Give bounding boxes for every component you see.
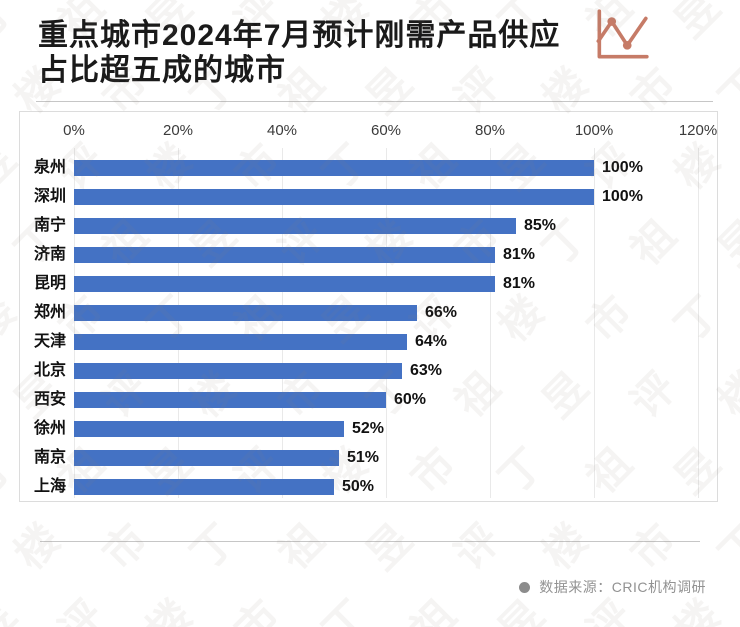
watermark-glyph: 丁 (709, 515, 740, 579)
category-label: 济南 (33, 246, 66, 263)
category-label: 南宁 (33, 217, 66, 234)
gridline (490, 148, 491, 498)
watermark-glyph: 祖 (401, 591, 465, 627)
watermark-glyph: 评 (445, 515, 509, 579)
value-label: 64% (415, 333, 448, 350)
watermark-glyph: 楼 (533, 515, 597, 579)
source-text: 数据来源：CRIC机构调研 (539, 579, 706, 595)
watermark-glyph: 昱 (0, 591, 25, 627)
category-label: 深圳 (33, 188, 66, 205)
value-label: 85% (524, 217, 557, 234)
bar (74, 363, 402, 379)
bar (74, 450, 339, 466)
category-label: 北京 (33, 362, 66, 379)
x-axis-tick: 40% (266, 122, 298, 139)
value-label: 100% (602, 159, 643, 176)
bar (74, 218, 516, 234)
value-label: 63% (410, 362, 443, 379)
watermark-glyph: 市 (225, 591, 289, 627)
header: 重点城市2024年7月预计刚需产品供应 占比超五成的城市 (38, 18, 702, 88)
gridline (594, 148, 595, 498)
title-divider (36, 101, 713, 102)
value-label: 50% (342, 478, 375, 495)
x-axis-tick: 20% (162, 122, 194, 139)
category-label: 郑州 (33, 304, 66, 321)
x-axis-tick: 80% (474, 122, 506, 139)
page-title-line2: 占比超五成的城市 (38, 54, 286, 87)
source-note: 数据来源：CRIC机构调研 (519, 577, 706, 597)
x-axis-tick: 100% (574, 122, 614, 139)
category-label: 西安 (33, 391, 66, 408)
watermark-glyph: 评 (49, 591, 113, 627)
page-title-line1: 重点城市2024年7月预计刚需产品供应 (38, 19, 561, 52)
x-axis-tick: 0% (63, 122, 85, 139)
page-title: 重点城市2024年7月预计刚需产品供应 占比超五成的城市 (38, 18, 702, 88)
watermark-glyph: 丁 (181, 515, 245, 579)
value-label: 81% (503, 275, 536, 292)
gridline (178, 148, 179, 498)
watermark-glyph: 昱 (357, 515, 421, 579)
value-label: 52% (352, 420, 385, 437)
bar-chart-panel: 0% 20% 40% 60% 80% 100% 120% 泉州 100% 深圳 100% 南宁 85%… (19, 111, 718, 502)
value-label: 81% (503, 246, 536, 263)
watermark-glyph: 祖 (269, 515, 333, 579)
bar (74, 160, 594, 176)
watermark-glyph: 市 (621, 515, 685, 579)
value-label: 60% (394, 391, 427, 408)
bar (74, 392, 386, 408)
bar (74, 276, 495, 292)
value-label: 100% (602, 188, 643, 205)
watermark-glyph: 丁 (0, 0, 25, 47)
gridline (698, 148, 699, 498)
line-chart-icon (596, 9, 649, 59)
category-label: 昆明 (33, 275, 66, 292)
bar (74, 479, 334, 495)
dot-icon (519, 581, 531, 593)
watermark-glyph: 市 (93, 515, 157, 579)
gridline (386, 148, 387, 498)
bar (74, 334, 407, 350)
category-label: 上海 (33, 478, 66, 495)
watermark-glyph: 楼 (137, 591, 201, 627)
value-label: 51% (347, 449, 380, 466)
bar (74, 247, 495, 263)
x-axis-tick: 120% (678, 122, 718, 139)
bar (74, 421, 344, 437)
category-label: 天津 (33, 333, 66, 350)
watermark-glyph: 楼 (5, 515, 69, 579)
footer-divider (40, 541, 700, 542)
category-label: 徐州 (33, 420, 66, 437)
watermark-glyph: 丁 (313, 591, 377, 627)
category-label: 泉州 (33, 159, 66, 176)
category-label: 南京 (33, 449, 66, 466)
gridline (282, 148, 283, 498)
value-label: 66% (425, 304, 458, 321)
x-axis-tick: 60% (370, 122, 402, 139)
bar (74, 189, 594, 205)
bar (74, 305, 417, 321)
gridline (74, 148, 75, 498)
